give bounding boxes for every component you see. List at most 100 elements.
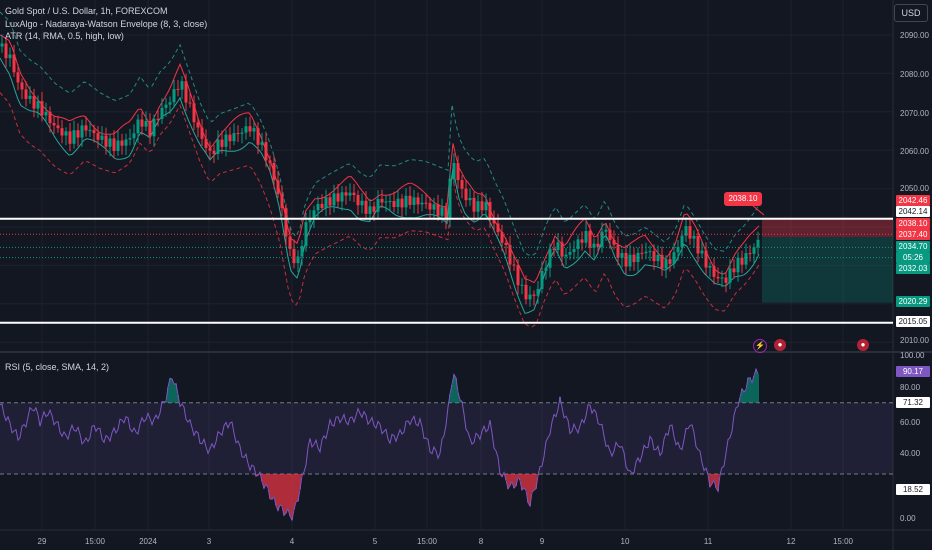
candle-body — [164, 104, 168, 108]
candle-body — [204, 138, 208, 149]
candle-body — [688, 226, 692, 239]
candle-body — [664, 259, 668, 269]
candle-body — [20, 82, 24, 90]
rsi-upper-tag: 71.32 — [896, 397, 930, 408]
candle-body — [264, 142, 268, 161]
symbol-legend[interactable]: Gold Spot / U.S. Dollar, 1h, FOREXCOM — [5, 6, 168, 16]
candle-body — [268, 160, 272, 163]
candle-body — [180, 81, 184, 90]
horizontal-line-price-tag: 2042.14 — [896, 206, 930, 217]
candle-body — [560, 242, 564, 257]
atr-legend[interactable]: ATR (14, RMA, 0.5, high, low) — [5, 31, 124, 41]
us-flag-icon[interactable]: ● — [857, 339, 869, 351]
candle-body — [228, 134, 232, 142]
candle-body — [236, 133, 240, 135]
candle-body — [620, 252, 624, 258]
candle-body — [244, 126, 248, 133]
candle-body — [512, 264, 516, 266]
candle-body — [612, 239, 616, 245]
time-tick: 11 — [703, 537, 713, 546]
target-price-tag: 2038.10 — [896, 218, 930, 229]
candle-body — [720, 277, 724, 279]
candle-body — [396, 198, 400, 208]
candle-body — [684, 226, 688, 236]
candle-body — [584, 230, 588, 243]
candle-body — [404, 195, 408, 208]
candle-body — [648, 251, 652, 253]
candle-body — [24, 89, 28, 99]
time-tick: 2024 — [139, 537, 157, 546]
candle-body — [176, 89, 180, 91]
time-tick: 10 — [620, 537, 630, 546]
us-flag-icon[interactable]: ● — [774, 339, 786, 351]
candle-body — [248, 126, 252, 132]
candle-body — [8, 54, 12, 59]
candle-body — [352, 192, 356, 196]
candle-body — [636, 252, 640, 263]
candle-body — [256, 128, 260, 145]
candle-body — [724, 277, 728, 283]
candle-body — [344, 192, 348, 196]
candle-body — [392, 200, 396, 208]
candle-body — [536, 288, 540, 296]
candle-body — [592, 243, 596, 248]
candle-body — [220, 139, 224, 147]
candle-body — [60, 128, 64, 136]
candle-body — [184, 81, 188, 103]
candle-body — [600, 231, 604, 247]
time-tick: 15:00 — [416, 537, 438, 546]
candle-body — [556, 242, 560, 250]
callout-pointer — [751, 204, 765, 216]
candle-body — [440, 207, 444, 216]
candle-body — [296, 256, 300, 264]
candle-body — [4, 43, 8, 59]
candle-body — [72, 130, 76, 144]
candle-body — [104, 135, 108, 147]
envelope-legend[interactable]: LuxAlgo - Nadaraya-Watson Envelope (8, 3… — [5, 19, 208, 29]
candle-body — [12, 54, 16, 73]
candle-body — [96, 133, 100, 140]
price-tick: 2090.00 — [900, 31, 929, 40]
candle-body — [676, 246, 680, 253]
candle-body — [708, 266, 712, 268]
candle-body — [464, 188, 468, 201]
candle-body — [112, 138, 116, 151]
candle-body — [552, 248, 556, 250]
time-tick: 8 — [478, 537, 484, 546]
candle-body — [668, 259, 672, 264]
candle-body — [208, 148, 212, 151]
candle-body — [272, 162, 276, 181]
candle-body — [284, 208, 288, 237]
candle-body — [88, 130, 92, 132]
candle-body — [224, 134, 228, 147]
candle-body — [240, 132, 244, 134]
candle-body — [492, 218, 496, 224]
candle-body — [360, 200, 364, 206]
rsi-band — [0, 402, 893, 474]
candle-body — [604, 229, 608, 232]
candle-body — [740, 257, 744, 265]
candle-body — [64, 131, 68, 136]
candle-body — [48, 111, 52, 124]
candle-body — [568, 252, 572, 255]
candle-body — [444, 207, 448, 220]
candle-body — [196, 122, 200, 128]
lightning-icon[interactable]: ⚡ — [753, 339, 767, 353]
candle-body — [328, 197, 332, 206]
candle-body — [616, 244, 620, 258]
candle-body — [576, 239, 580, 250]
candle-body — [516, 265, 520, 286]
candle-body — [132, 133, 136, 139]
candle-body — [500, 232, 504, 243]
candle-body — [320, 203, 324, 209]
target-callout[interactable]: 2038.10 — [724, 192, 762, 206]
candle-body — [324, 197, 328, 209]
rsi-legend[interactable]: RSI (5, close, SMA, 14, 2) — [5, 362, 110, 372]
currency-button[interactable]: USD — [894, 4, 928, 22]
candle-body — [544, 267, 548, 272]
candle-body — [276, 180, 280, 195]
price-tick: 2060.00 — [900, 147, 929, 156]
candle-body — [424, 202, 428, 204]
candle-body — [356, 195, 360, 206]
